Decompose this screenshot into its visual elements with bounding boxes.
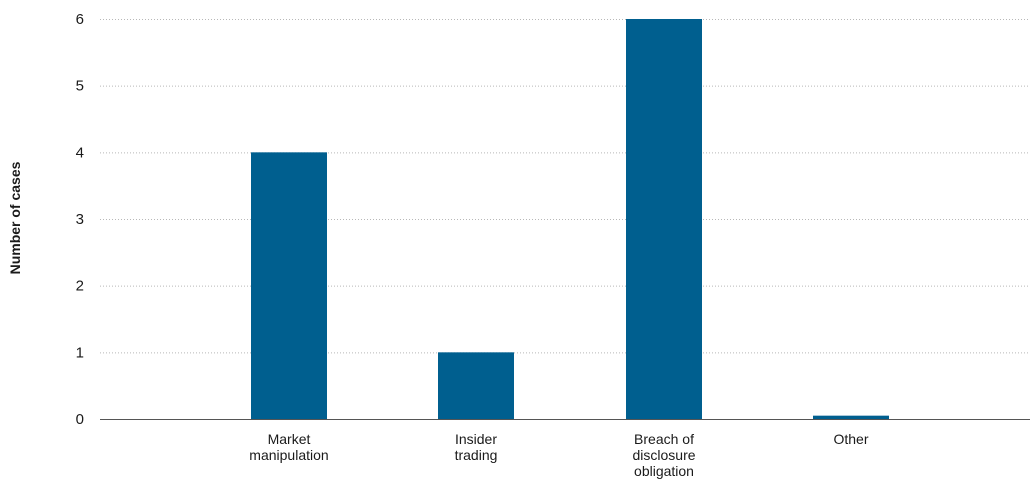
x-tick-label-line: Market bbox=[268, 431, 311, 447]
y-tick-label: 5 bbox=[76, 78, 84, 95]
y-tick-label: 2 bbox=[76, 278, 84, 295]
bar-layer bbox=[251, 19, 889, 420]
x-tick-label: Market manipulation bbox=[249, 431, 328, 463]
x-tick-label-line: disclosure bbox=[632, 447, 695, 463]
x-tick-label-line: trading bbox=[455, 447, 498, 463]
x-tick-label: Breach of disclosure obligation bbox=[632, 431, 695, 479]
x-tick-label-line: Other bbox=[833, 431, 868, 447]
x-tick-label: Insider trading bbox=[455, 431, 498, 463]
y-tick-label: 3 bbox=[76, 211, 84, 228]
bar bbox=[438, 352, 514, 419]
x-tick-label-line: Insider bbox=[455, 431, 497, 447]
y-tick-label: 6 bbox=[76, 11, 84, 28]
y-axis-title: Number of cases bbox=[7, 161, 23, 274]
x-tick-label-line: manipulation bbox=[249, 447, 328, 463]
x-tick-label-line: Breach of bbox=[634, 431, 694, 447]
y-tick-label: 1 bbox=[76, 344, 84, 361]
y-tick-label: 0 bbox=[76, 411, 84, 428]
x-tick-label-line: obligation bbox=[634, 463, 694, 479]
grid-layer bbox=[100, 19, 1030, 420]
bar bbox=[626, 19, 702, 419]
x-tick-label: Other bbox=[833, 431, 868, 447]
bar bbox=[813, 415, 889, 419]
y-tick-labels: 0 1 2 3 4 5 6 bbox=[76, 11, 84, 428]
bar bbox=[251, 152, 327, 420]
x-tick-labels: Market manipulation Insider trading Breach o… bbox=[249, 431, 869, 479]
y-tick-label: 4 bbox=[76, 144, 84, 161]
